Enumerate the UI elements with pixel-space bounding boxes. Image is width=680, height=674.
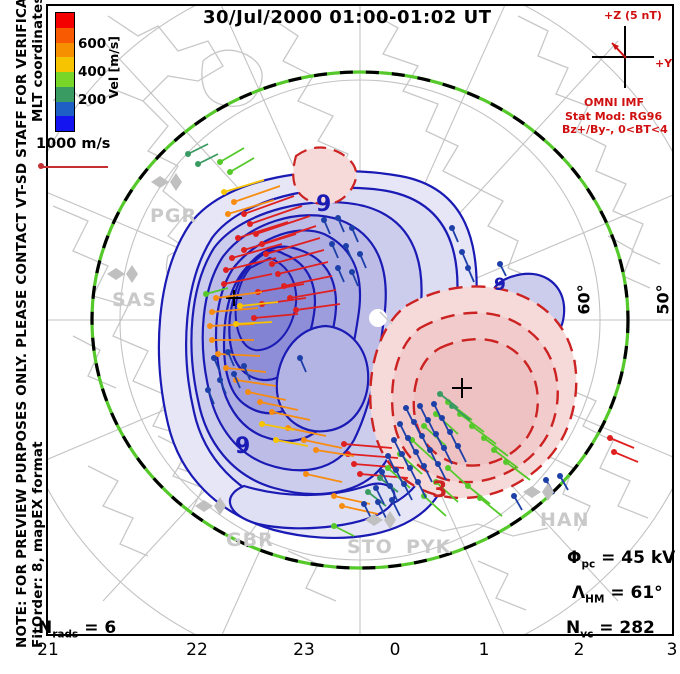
colorbar-band-6 (56, 101, 74, 117)
nrads-value: = 6 (84, 618, 117, 638)
mlt-tick-1: 1 (478, 640, 490, 660)
radar-station-pgr: PGR (150, 205, 198, 227)
colorbar-band-7 (56, 116, 74, 131)
velocity-scale-origin-dot (38, 163, 44, 169)
data-gap-marker (369, 309, 387, 327)
radar-station-pyk: PYK (406, 536, 452, 558)
colorbar-axis-label: Vel [m/s] (106, 36, 121, 99)
statistical-model-label: Stat Mod: RG96 (565, 110, 663, 123)
imf-horizontal-axis (592, 56, 654, 58)
mlt-tick-23: 23 (293, 640, 315, 660)
imf-vector-arrow (611, 42, 627, 59)
imf-y-axis-label: +Y (655, 57, 673, 70)
mlt-tick-3: 3 (666, 640, 678, 660)
colorbar-band-2 (56, 42, 74, 58)
latitude-label-60: 60° (574, 284, 594, 315)
map-svg (48, 6, 672, 634)
convection-map-plot[interactable]: PGR SAS GBR STO PYK HAN 9 9 3 9 (46, 4, 674, 636)
colorbar-tick-600: 600 (78, 36, 107, 52)
phi-subscript: pc (581, 558, 596, 571)
velocity-vectors-layer (185, 143, 639, 537)
latitude-label-50: 50° (653, 284, 673, 315)
colorbar-band-1 (56, 27, 74, 43)
lambda-subscript: HM (585, 593, 605, 606)
colorbar-band-5 (56, 86, 74, 102)
radar-station-han: HAN (540, 509, 590, 531)
mlt-axis: 21 22 23 0 1 2 3 (37, 640, 677, 670)
lambda-symbol: Λ (572, 583, 586, 603)
velocity-colorbar[interactable] (55, 12, 75, 132)
imf-z-axis-label: +Z (5 nT) (604, 9, 662, 22)
mlt-tick-22: 22 (186, 640, 208, 660)
imf-conditions-label: Bz+/By-, 0<BT<4 (562, 123, 668, 136)
preview-disclaimer-note: NOTE: FOR PREVIEW PURPOSES ONLY. PLEASE … (14, 0, 30, 648)
radar-site-markers (107, 173, 554, 529)
velocity-vector-count: Nvc = 282 (566, 618, 655, 640)
colorbar-band-4 (56, 72, 74, 87)
page-title: 30/Jul/2000 01:00-01:02 UT (203, 7, 492, 28)
hm-boundary-latitude: ΛHM = 61° (572, 583, 663, 605)
mlt-tick-2: 2 (573, 640, 585, 660)
phi-symbol: Φ (567, 548, 582, 568)
mlt-tick-0: 0 (389, 640, 401, 660)
colorbar-tick-400: 400 (78, 64, 107, 80)
velocity-scale-label: 1000 m/s (36, 136, 111, 152)
colorbar-tick-200: 200 (78, 92, 107, 108)
nvc-subscript: vc (580, 628, 594, 641)
velocity-scale-bar (40, 166, 108, 168)
radar-station-sas: SAS (112, 289, 158, 311)
contour-label-negative-bottom: 9 (235, 434, 251, 459)
nrads-symbol: N (38, 618, 53, 638)
imf-source-label: OMNI IMF (584, 96, 644, 109)
contour-label-positive: 3 (432, 478, 448, 503)
nvc-value: = 282 (599, 618, 655, 638)
coordinate-system-note: MLT coordinates (30, 0, 46, 122)
radar-station-gbr: GBR (226, 529, 274, 551)
phi-value: = 45 kV (601, 548, 676, 568)
cross-polar-cap-potential: Φpc = 45 kV (567, 548, 675, 570)
nrads-subscript: rads (52, 628, 79, 641)
radar-station-sto: STO (347, 536, 393, 558)
radar-count: Nrads = 6 (38, 618, 116, 640)
fitorder-format-note: FitOrder: 8, mapEX format (30, 441, 46, 648)
cell-center-markers (226, 290, 472, 398)
positive-convection-cell (292, 146, 578, 500)
lambda-value: = 61° (610, 583, 663, 603)
contour-label-negative-top: 9 (316, 192, 332, 217)
heppner-maynard-boundary (90, 70, 630, 570)
colorbar-band-3 (56, 57, 74, 72)
contour-label-negative-right: 9 (494, 275, 506, 295)
colorbar-band-0 (56, 13, 74, 28)
nvc-symbol: N (566, 618, 581, 638)
mlt-tick-21: 21 (37, 640, 59, 660)
